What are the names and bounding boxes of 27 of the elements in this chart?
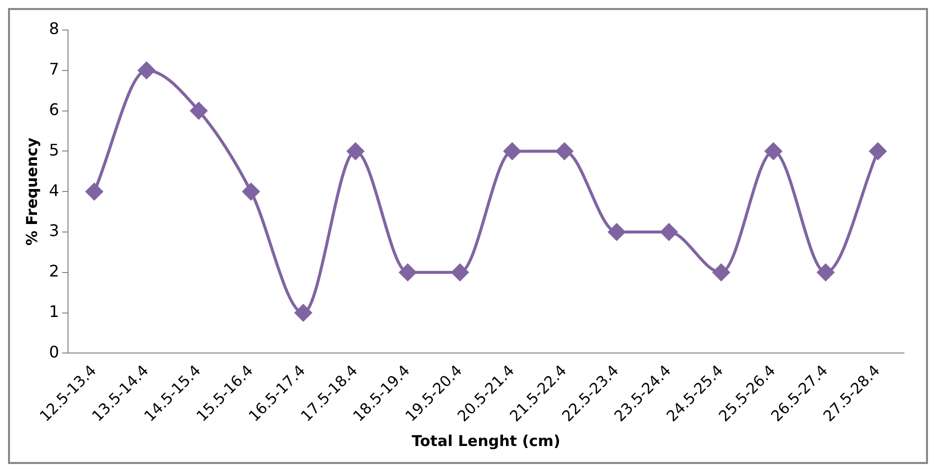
point <box>764 142 782 160</box>
y-tick-label: 2 <box>48 262 60 281</box>
y-tick-label: 1 <box>48 302 60 321</box>
point <box>242 183 260 200</box>
point <box>817 264 834 281</box>
point <box>190 102 208 120</box>
point <box>451 264 468 281</box>
y-tick-label: 4 <box>48 180 60 200</box>
point <box>869 142 886 160</box>
point <box>712 264 730 281</box>
y-tick-label: 3 <box>48 221 60 240</box>
y-tick-label: 5 <box>48 140 60 160</box>
point <box>294 304 312 322</box>
point <box>556 142 573 160</box>
y-axis-title: % Frequency <box>22 137 41 246</box>
y-tick-label: 7 <box>48 60 60 79</box>
y-tick-label: 8 <box>48 19 60 38</box>
point <box>399 264 416 281</box>
point <box>138 62 156 79</box>
point <box>86 183 103 200</box>
point <box>504 142 521 160</box>
point <box>660 224 678 241</box>
y-tick-label: 6 <box>48 100 60 119</box>
point <box>346 142 364 160</box>
x-axis-title: Total Lenght (cm) <box>412 432 560 450</box>
point <box>608 224 626 241</box>
y-tick-label: 0 <box>48 342 60 362</box>
